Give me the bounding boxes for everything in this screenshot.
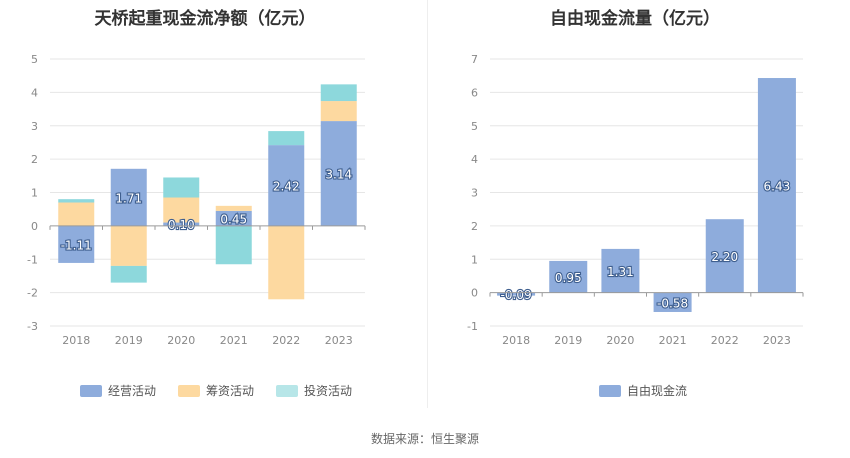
left-bar bbox=[58, 199, 95, 203]
right-ytick-label: -1 bbox=[467, 320, 478, 333]
legend-label-operating: 经营活动 bbox=[108, 384, 157, 398]
right-xtick-label: 2020 bbox=[606, 334, 634, 347]
left-ytick-label: 4 bbox=[31, 86, 38, 99]
right-data-label: 6.43 bbox=[764, 179, 791, 193]
right-data-label: 0.95 bbox=[555, 271, 582, 285]
left-bar bbox=[58, 202, 95, 226]
left-data-label: 0.10 bbox=[168, 218, 195, 232]
left-ytick-label: -3 bbox=[27, 320, 38, 333]
left-bar bbox=[163, 222, 200, 226]
right-bar bbox=[497, 292, 536, 296]
chart-divider bbox=[427, 0, 428, 408]
legend-swatch-financing bbox=[178, 384, 201, 397]
left-chart-title: 天桥起重现金流净额（亿元） bbox=[94, 9, 316, 29]
left-bar bbox=[268, 131, 305, 146]
right-data-label: -0.58 bbox=[657, 296, 688, 310]
left-ytick-label: 2 bbox=[31, 153, 38, 166]
right-bar bbox=[705, 219, 744, 293]
left-data-label: 2.42 bbox=[273, 179, 300, 193]
left-ytick-label: -1 bbox=[27, 253, 38, 266]
right-legend: 自由现金流 bbox=[599, 382, 687, 399]
right-ytick-label: 0 bbox=[471, 287, 478, 300]
legend-item-investing[interactable]: 投资活动 bbox=[276, 382, 352, 399]
right-xtick-label: 2021 bbox=[659, 334, 687, 347]
left-bar bbox=[215, 225, 252, 265]
left-ytick-label: 5 bbox=[31, 53, 38, 66]
left-bar bbox=[163, 177, 200, 198]
right-bar bbox=[549, 260, 588, 293]
legend-item-operating[interactable]: 经营活动 bbox=[80, 382, 156, 399]
right-ytick-label: 3 bbox=[471, 187, 478, 200]
left-bar bbox=[58, 225, 95, 263]
legend-swatch-operating bbox=[80, 384, 102, 397]
right-ytick-label: 6 bbox=[471, 86, 478, 99]
right-ytick-label: 5 bbox=[471, 120, 478, 133]
right-chart-title: 自由现金流量（亿元） bbox=[550, 9, 720, 29]
right-xtick-label: 2018 bbox=[502, 334, 530, 347]
left-data-label: 3.14 bbox=[325, 167, 352, 181]
right-data-label: 2.20 bbox=[711, 250, 738, 264]
right-data-label: 1.31 bbox=[607, 265, 634, 279]
legend-swatch-investing bbox=[276, 384, 299, 397]
legend-label-financing: 筹资活动 bbox=[206, 384, 255, 398]
legend-swatch-fcf bbox=[599, 384, 621, 397]
left-bar bbox=[320, 84, 357, 102]
legend-item-fcf[interactable]: 自由现金流 bbox=[599, 382, 687, 399]
right-ytick-label: 7 bbox=[471, 53, 478, 66]
left-bar bbox=[110, 168, 147, 226]
left-bar bbox=[110, 265, 147, 283]
left-bar bbox=[215, 210, 252, 226]
left-data-label: -1.11 bbox=[61, 238, 92, 252]
right-xtick-label: 2022 bbox=[711, 334, 739, 347]
left-data-label: 1.71 bbox=[115, 191, 142, 205]
right-ytick-label: 4 bbox=[471, 153, 478, 166]
left-ytick-label: -2 bbox=[27, 287, 38, 300]
right-bar bbox=[601, 248, 640, 293]
legend-label-fcf: 自由现金流 bbox=[627, 384, 688, 398]
left-bar bbox=[320, 121, 357, 226]
left-bar bbox=[215, 205, 252, 211]
data-source-note: 数据来源：恒生聚源 bbox=[370, 432, 479, 446]
right-xtick-label: 2019 bbox=[554, 334, 582, 347]
left-xtick-label: 2018 bbox=[62, 334, 90, 347]
left-ytick-label: 0 bbox=[31, 220, 38, 233]
legend-item-financing[interactable]: 筹资活动 bbox=[178, 382, 254, 399]
legend-label-investing: 投资活动 bbox=[304, 384, 353, 398]
left-bar bbox=[110, 225, 147, 266]
left-xtick-label: 2023 bbox=[325, 334, 353, 347]
left-xtick-label: 2021 bbox=[220, 334, 248, 347]
left-bar bbox=[320, 101, 357, 122]
left-ytick-label: 3 bbox=[31, 120, 38, 133]
left-bar bbox=[268, 145, 305, 226]
right-data-label: -0.09 bbox=[501, 288, 532, 302]
left-xtick-label: 2020 bbox=[167, 334, 195, 347]
left-data-label: 0.45 bbox=[220, 212, 247, 226]
left-legend: 经营活动 筹资活动 投资活动 bbox=[80, 382, 352, 399]
left-bar bbox=[268, 225, 305, 300]
right-bar bbox=[757, 78, 796, 293]
right-ytick-label: 2 bbox=[471, 220, 478, 233]
right-xtick-label: 2023 bbox=[763, 334, 791, 347]
left-bar bbox=[163, 197, 200, 223]
right-bar bbox=[653, 292, 692, 312]
left-xtick-label: 2022 bbox=[272, 334, 300, 347]
left-ytick-label: 1 bbox=[31, 187, 38, 200]
right-ytick-label: 1 bbox=[471, 253, 478, 266]
left-xtick-label: 2019 bbox=[115, 334, 143, 347]
